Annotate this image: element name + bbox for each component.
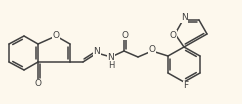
- Text: N: N: [181, 14, 187, 22]
- Text: N: N: [94, 48, 100, 56]
- Text: O: O: [53, 32, 60, 40]
- Text: O: O: [149, 46, 156, 54]
- Text: O: O: [169, 30, 176, 40]
- Text: O: O: [121, 30, 129, 40]
- Text: H: H: [108, 61, 114, 69]
- Text: O: O: [35, 79, 41, 89]
- Text: N: N: [108, 53, 114, 61]
- Text: F: F: [183, 82, 189, 90]
